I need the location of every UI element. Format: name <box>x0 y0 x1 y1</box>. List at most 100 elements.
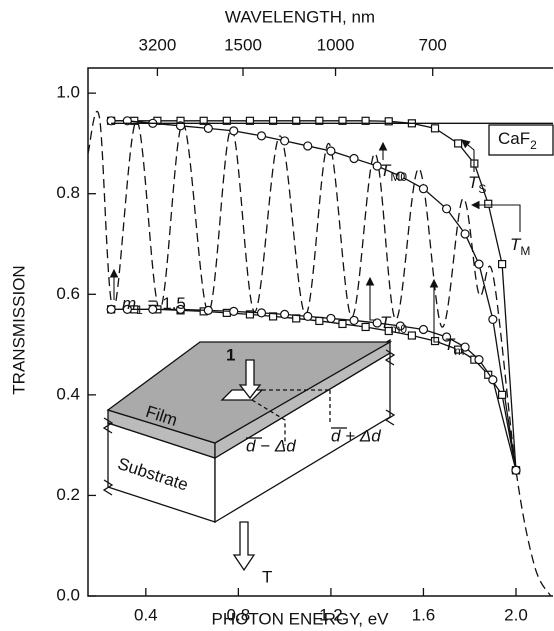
annotation-text: T <box>380 313 392 332</box>
square-marker <box>222 116 231 125</box>
circle-marker <box>303 141 313 151</box>
annotation-subscript: M0 <box>390 170 407 184</box>
top-axis-title: WAVELENGTH, nm <box>225 7 375 26</box>
square-marker <box>484 370 493 379</box>
circle-marker <box>175 304 186 314</box>
annotation: TM <box>510 235 530 258</box>
annotation-text: CaF <box>498 129 530 148</box>
x2-tick-label: 3200 <box>138 35 176 54</box>
circle-marker <box>460 229 470 239</box>
y-tick-label: 0.2 <box>56 485 80 504</box>
annotation-subscript: 2 <box>530 138 537 152</box>
circle-marker <box>474 259 484 269</box>
square-marker <box>199 116 208 125</box>
square-marker <box>407 331 416 340</box>
square-marker <box>315 316 324 326</box>
x-tick-label: 1.2 <box>319 605 343 624</box>
transmitted-arrow <box>232 521 256 572</box>
square-marker <box>338 116 347 125</box>
annotation-subscript: m <box>454 344 464 358</box>
annotation-arrow <box>461 139 475 172</box>
square-marker <box>315 116 324 125</box>
square-marker <box>268 312 278 321</box>
circle-marker <box>229 126 239 136</box>
annotation-text: T <box>510 235 522 254</box>
square-marker <box>454 139 463 148</box>
square-marker <box>384 117 393 126</box>
circle-marker <box>256 131 267 141</box>
annotation-text: T <box>444 335 456 354</box>
thickness-label: d + Δd <box>331 426 381 445</box>
annotation: TS <box>468 173 486 196</box>
square-marker <box>268 116 278 125</box>
circle-marker <box>372 318 382 328</box>
circle-marker <box>229 306 239 316</box>
transmitted-label: T <box>262 567 272 586</box>
y-tick-label: 0.4 <box>56 384 80 403</box>
circle-marker <box>441 332 452 342</box>
circle-marker <box>106 304 116 314</box>
x-tick-label: 0.8 <box>227 605 251 624</box>
circle-marker <box>303 311 313 322</box>
x2-tick-label: 700 <box>419 35 447 54</box>
circle-marker <box>280 309 290 319</box>
x-tick-label: 0.4 <box>134 605 158 624</box>
annotation-subscript: S <box>478 182 486 196</box>
y-tick-label: 0.8 <box>56 183 80 202</box>
break-marks <box>102 349 396 496</box>
x2-tick-label: 1000 <box>317 35 355 54</box>
inset-diagram <box>102 338 396 572</box>
circle-marker <box>148 304 158 314</box>
annotation: TM0 <box>380 161 407 184</box>
dashed-line <box>87 110 552 597</box>
incident-label: 1 <box>226 345 235 364</box>
circle-marker <box>203 305 213 315</box>
annotation-subscript: 1 <box>136 303 143 317</box>
circle-marker <box>511 465 521 475</box>
x2-tick-label: 1500 <box>224 35 262 54</box>
y-axis-title: TRANSMISSION <box>9 265 28 394</box>
circle-marker <box>372 161 382 171</box>
x-tick-label: 1.6 <box>412 605 436 624</box>
annotation-text: T <box>380 161 392 180</box>
circle-marker <box>326 146 336 156</box>
square-marker <box>430 336 440 346</box>
square-marker <box>484 199 493 208</box>
circle-marker <box>349 153 359 164</box>
circle-marker <box>326 313 336 324</box>
dashed-guides <box>251 389 331 445</box>
square-marker <box>361 322 370 332</box>
incident-arrow <box>238 359 262 400</box>
annotation-subscript: M <box>520 244 530 258</box>
circle-marker <box>488 375 498 385</box>
circle-marker <box>418 324 429 335</box>
circle-marker <box>122 304 132 314</box>
annotation-box <box>488 124 554 156</box>
square-marker <box>361 116 370 125</box>
plot-area <box>87 67 553 597</box>
circle-marker <box>395 321 405 331</box>
annotation: Tm <box>444 335 464 358</box>
circle-marker <box>441 204 452 214</box>
annotation-arrow <box>470 200 521 232</box>
annotation-text: T <box>468 173 480 192</box>
circle-marker <box>418 184 429 194</box>
square-marker <box>498 390 507 399</box>
circle-marker <box>203 123 213 133</box>
square-marker <box>338 319 347 329</box>
annotation-subscript: m0 <box>390 322 407 336</box>
y-tick-label: 0.6 <box>56 284 80 303</box>
circle-marker <box>460 342 470 352</box>
circle-marker <box>280 136 290 146</box>
thickness-label: d − Δd <box>246 436 296 455</box>
annotation-arrow <box>429 278 440 343</box>
square-marker <box>430 124 440 133</box>
annotation-suffix: = 1.5 <box>143 294 186 313</box>
square-marker <box>292 116 301 125</box>
axes-frame <box>87 67 553 597</box>
annotation: Tm0 <box>380 313 407 336</box>
circle-marker <box>488 314 498 325</box>
y-tick-label: 0.0 <box>56 585 80 604</box>
annotation: CaF2 <box>498 129 537 152</box>
